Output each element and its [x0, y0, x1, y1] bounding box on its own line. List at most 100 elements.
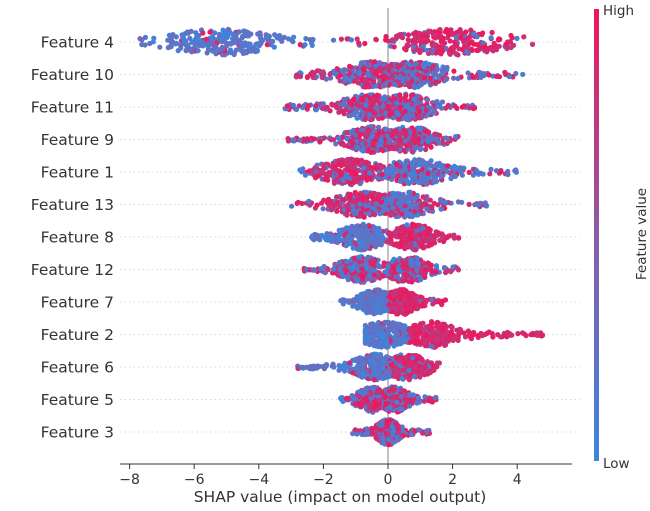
shap-dot: [303, 36, 309, 42]
shap-dot: [170, 39, 176, 45]
shap-dot: [413, 247, 419, 253]
shap-dot: [256, 42, 262, 49]
shap-dot: [454, 265, 460, 271]
shap-dot: [359, 228, 365, 234]
shap-dot: [388, 231, 394, 237]
shap-dot: [451, 75, 457, 81]
shap-dot: [430, 63, 436, 69]
shap-dot: [402, 108, 408, 114]
shap-dot: [471, 41, 477, 47]
shap-dot: [192, 37, 198, 43]
shap-dot: [505, 171, 511, 178]
shap-dot: [397, 168, 403, 174]
shap-dot: [289, 203, 295, 209]
shap-dot: [415, 94, 421, 100]
shap-dot: [374, 104, 380, 110]
shap-dot: [426, 28, 432, 34]
shap-dot: [227, 47, 233, 53]
shap-dot: [180, 35, 187, 41]
shap-dot: [388, 200, 394, 206]
shap-dot: [489, 29, 495, 36]
shap-dot: [421, 64, 427, 70]
shap-dot: [438, 206, 444, 212]
shap-dot: [338, 108, 344, 114]
shap-dot: [209, 41, 215, 47]
shap-dot: [369, 140, 375, 146]
shap-dot: [473, 168, 480, 174]
shap-dot: [351, 255, 357, 261]
shap-dot: [375, 304, 381, 310]
shap-dot: [366, 170, 373, 176]
shap-dot: [408, 291, 414, 298]
shap-dot: [334, 199, 340, 205]
shap-dot: [444, 26, 450, 33]
shap-dot: [296, 103, 302, 109]
shap-dot: [412, 84, 418, 90]
shap-dot: [488, 35, 494, 41]
shap-dot: [372, 128, 378, 134]
shap-dot: [344, 167, 350, 173]
shap-dot: [403, 93, 409, 99]
shap-dot: [392, 96, 398, 102]
shap-dot: [365, 126, 372, 133]
shap-dot: [411, 303, 417, 310]
shap-dot: [188, 28, 194, 34]
shap-dot: [466, 201, 472, 207]
shap-dot: [371, 293, 377, 299]
shap-dot: [448, 175, 454, 182]
shap-dot: [290, 137, 296, 143]
shap-dot: [441, 264, 447, 271]
shap-dot: [353, 297, 359, 303]
shap-dot: [395, 266, 401, 272]
shap-dot: [419, 172, 425, 178]
shap-dot: [427, 197, 433, 203]
shap-dot: [362, 306, 368, 312]
shap-dot: [375, 274, 381, 280]
shap-dot: [400, 262, 406, 268]
shap-dot: [444, 140, 450, 146]
shap-dot: [294, 106, 300, 112]
shap-dot: [422, 195, 428, 201]
shap-dot: [412, 208, 418, 214]
shap-dot: [205, 47, 211, 53]
shap-dot: [360, 221, 366, 227]
shap-dot: [352, 132, 358, 138]
shap-dot: [345, 225, 351, 231]
shap-dot: [409, 161, 416, 167]
shap-dot: [338, 172, 344, 178]
shap-dot: [470, 172, 476, 178]
shap-dot: [418, 125, 424, 131]
shap-dot: [520, 71, 526, 77]
shap-dot: [487, 171, 493, 177]
shap-dot: [412, 173, 418, 179]
shap-dot: [417, 115, 423, 121]
shap-dot: [425, 226, 431, 232]
shap-dot: [349, 235, 355, 242]
shap-dot: [363, 159, 369, 165]
shap-dot: [403, 243, 409, 249]
shap-dot: [195, 48, 201, 54]
shap-dot: [358, 210, 364, 216]
shap-dot: [320, 105, 326, 112]
shap-dot: [380, 273, 386, 279]
shap-dot: [498, 169, 504, 175]
shap-dot: [414, 99, 420, 105]
shap-dot: [362, 295, 368, 301]
shap-dot: [395, 116, 401, 122]
shap-dot: [331, 137, 337, 143]
shap-dot: [422, 75, 428, 81]
shap-dot: [254, 48, 260, 54]
shap-dot: [478, 74, 484, 80]
shap-dot: [151, 35, 157, 41]
shap-dot: [379, 233, 385, 239]
shap-dot: [185, 42, 191, 48]
shap-dot: [375, 132, 381, 138]
shap-dot: [445, 135, 451, 142]
shap-dot: [310, 74, 316, 80]
shap-dot: [402, 230, 408, 236]
shap-dot: [473, 47, 479, 53]
shap-dot: [409, 101, 415, 107]
shap-dot: [373, 71, 379, 77]
shap-dot: [346, 157, 352, 163]
